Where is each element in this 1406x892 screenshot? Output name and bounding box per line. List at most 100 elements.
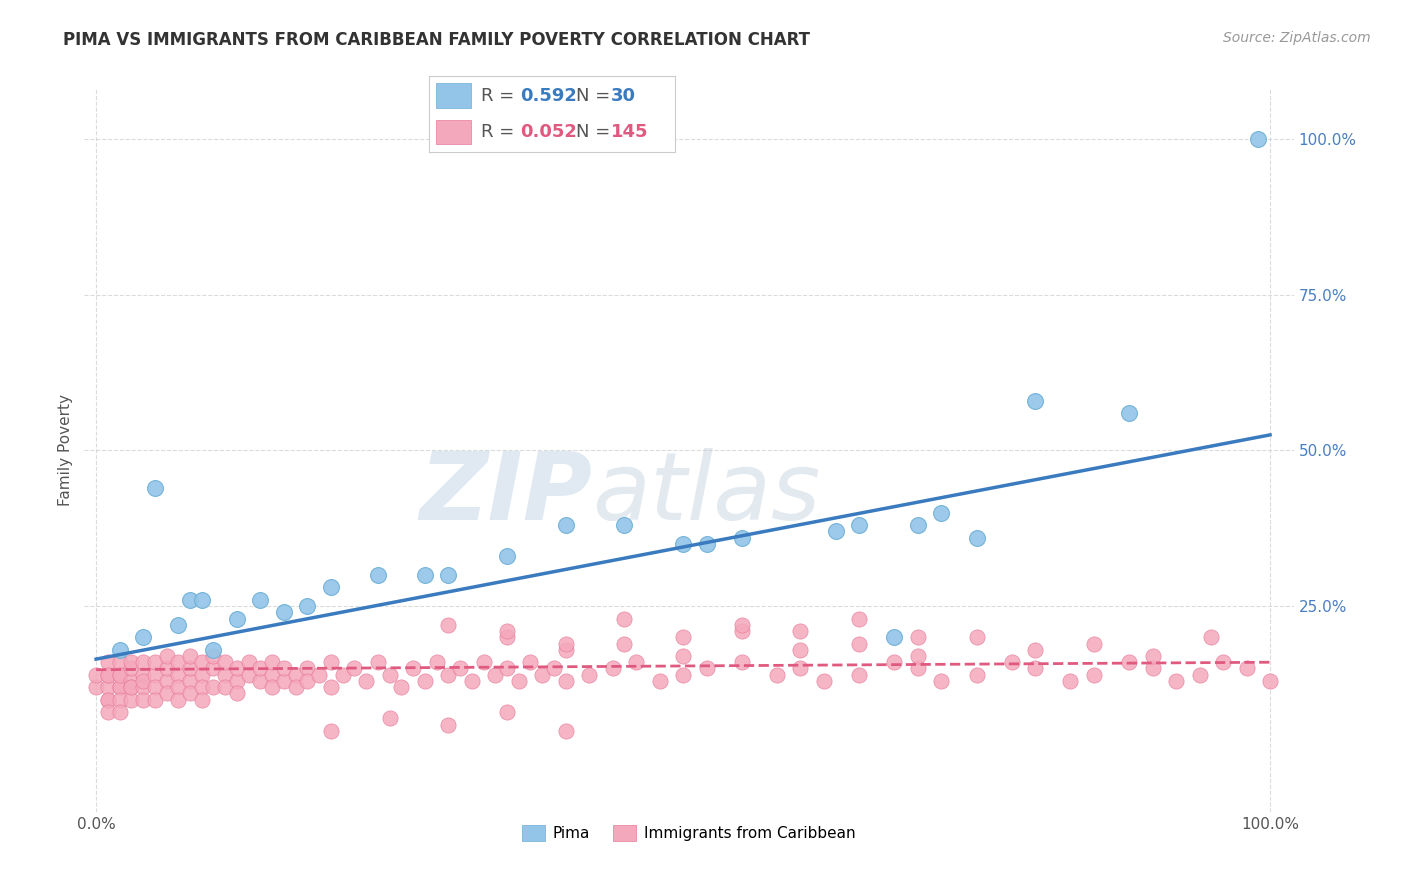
- Point: [1166, 673, 1188, 688]
- Point: [132, 667, 155, 681]
- Point: [120, 655, 142, 669]
- Point: [273, 606, 295, 620]
- Point: [554, 642, 576, 657]
- Text: N =: N =: [576, 123, 616, 141]
- Point: [132, 692, 155, 706]
- Point: [1142, 661, 1164, 675]
- Point: [108, 705, 131, 719]
- Point: [931, 506, 953, 520]
- Text: ZIP: ZIP: [419, 448, 592, 540]
- Point: [226, 673, 249, 688]
- Point: [167, 680, 190, 694]
- Point: [672, 648, 695, 663]
- Point: [97, 667, 120, 681]
- Point: [437, 717, 460, 731]
- Point: [108, 667, 131, 681]
- Point: [179, 593, 201, 607]
- Point: [543, 661, 565, 675]
- Point: [789, 661, 811, 675]
- Point: [554, 518, 576, 533]
- Point: [190, 593, 212, 607]
- Y-axis label: Family Poverty: Family Poverty: [58, 394, 73, 507]
- Point: [143, 680, 166, 694]
- Point: [143, 481, 166, 495]
- Point: [1188, 667, 1211, 681]
- Point: [155, 686, 177, 700]
- Point: [262, 667, 284, 681]
- Point: [190, 680, 212, 694]
- Point: [108, 692, 131, 706]
- Point: [696, 661, 718, 675]
- Point: [1001, 655, 1024, 669]
- Point: [413, 568, 436, 582]
- Point: [472, 655, 495, 669]
- Text: 0.052: 0.052: [520, 123, 576, 141]
- Point: [319, 723, 342, 738]
- Point: [824, 524, 846, 539]
- Point: [97, 692, 120, 706]
- Point: [167, 667, 190, 681]
- Point: [789, 624, 811, 639]
- Point: [496, 705, 519, 719]
- Point: [167, 618, 190, 632]
- Point: [284, 667, 307, 681]
- Point: [120, 673, 142, 688]
- Point: [449, 661, 471, 675]
- Point: [273, 673, 295, 688]
- Point: [226, 612, 249, 626]
- Point: [731, 618, 754, 632]
- Point: [672, 667, 695, 681]
- Point: [226, 661, 249, 675]
- Point: [120, 692, 142, 706]
- Point: [602, 661, 624, 675]
- Point: [308, 667, 330, 681]
- Point: [1083, 636, 1105, 650]
- Point: [766, 667, 789, 681]
- Point: [966, 630, 988, 644]
- Point: [167, 655, 190, 669]
- Point: [496, 549, 519, 564]
- Point: [578, 667, 600, 681]
- Point: [97, 680, 120, 694]
- Point: [883, 655, 905, 669]
- Point: [319, 655, 342, 669]
- Point: [120, 680, 142, 694]
- Point: [1118, 406, 1140, 420]
- Point: [132, 673, 155, 688]
- Point: [262, 655, 284, 669]
- Point: [554, 636, 576, 650]
- Point: [214, 655, 236, 669]
- Point: [907, 661, 929, 675]
- Point: [319, 680, 342, 694]
- Point: [367, 568, 389, 582]
- Text: atlas: atlas: [592, 449, 821, 540]
- Point: [354, 673, 377, 688]
- Text: R =: R =: [481, 123, 519, 141]
- Point: [437, 667, 460, 681]
- Point: [1258, 673, 1281, 688]
- Point: [731, 531, 754, 545]
- Point: [202, 642, 225, 657]
- Point: [413, 673, 436, 688]
- Point: [202, 648, 225, 663]
- Point: [214, 667, 236, 681]
- Text: N =: N =: [576, 87, 616, 104]
- Text: 30: 30: [610, 87, 636, 104]
- Point: [108, 680, 131, 694]
- Point: [179, 648, 201, 663]
- Point: [367, 655, 389, 669]
- Point: [848, 612, 870, 626]
- Point: [179, 673, 201, 688]
- Point: [1118, 655, 1140, 669]
- Point: [1024, 393, 1046, 408]
- Point: [132, 655, 155, 669]
- Point: [155, 648, 177, 663]
- Point: [97, 667, 120, 681]
- Text: R =: R =: [481, 87, 519, 104]
- Point: [179, 661, 201, 675]
- Point: [84, 680, 107, 694]
- Point: [731, 624, 754, 639]
- Point: [907, 648, 929, 663]
- Point: [273, 661, 295, 675]
- Point: [332, 667, 354, 681]
